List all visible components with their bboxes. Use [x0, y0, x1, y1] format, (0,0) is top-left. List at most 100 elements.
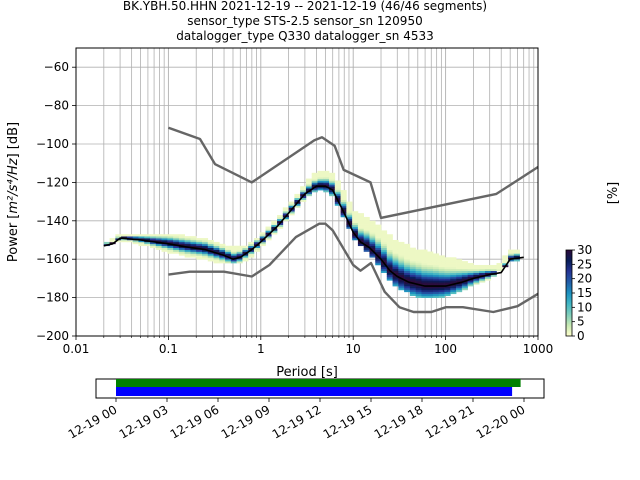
heatmap-cell [450, 284, 457, 287]
heatmap-cell [409, 286, 416, 289]
heatmap-cell [421, 253, 428, 256]
heatmap-cell [352, 232, 359, 235]
heatmap-cell [450, 266, 457, 270]
heatmap-cell [456, 266, 463, 270]
heatmap-cell [201, 245, 209, 248]
heatmap-cell [456, 272, 463, 275]
heatmap-cell [432, 289, 440, 293]
heatmap-cell [305, 186, 313, 189]
heatmap-cell [444, 293, 451, 296]
heatmap-cell [196, 251, 203, 254]
heatmap-cell [473, 270, 480, 273]
heatmap-cell [409, 270, 416, 273]
heatmap-cell [190, 245, 197, 248]
data-availability-bar [116, 379, 521, 387]
heatmap-cell [427, 261, 434, 264]
heatmap-cell [432, 284, 440, 287]
heatmap-cell [190, 238, 197, 241]
heatmap-cell [375, 232, 382, 235]
heatmap-cell [427, 289, 434, 293]
heatmap-cell [444, 274, 451, 277]
heatmap-cell [467, 263, 474, 266]
heatmap-cell [409, 284, 416, 287]
heatmap-cell [363, 226, 370, 229]
heatmap-cell [392, 284, 399, 287]
heatmap-cell [467, 264, 474, 268]
title-line-2: sensor_type STS-2.5 sensor_sn 120950 [187, 14, 422, 28]
heatmap-cell [502, 261, 509, 264]
heatmap-cell [167, 234, 174, 237]
heatmap-cell [311, 178, 318, 181]
heatmap-cell [392, 268, 399, 272]
heatmap-cell [115, 234, 122, 237]
heatmap-cell [386, 263, 393, 266]
heatmap-cell [346, 226, 353, 229]
y-axis-label-suffix: ] [dB] [6, 122, 21, 159]
heatmap-cell [352, 236, 359, 239]
heatmap-cell [404, 278, 411, 281]
heatmap-cell [456, 284, 463, 287]
heatmap-cell [386, 257, 393, 260]
heatmap-cell [432, 274, 440, 277]
heatmap-cell [513, 253, 520, 256]
heatmap-cell [271, 220, 278, 224]
heatmap-cell [415, 264, 422, 268]
heatmap-cell [496, 266, 503, 270]
heatmap-cell [161, 243, 168, 247]
heatmap-cell [444, 261, 451, 264]
heatmap-cell [438, 263, 445, 266]
heatmap-cell [317, 188, 324, 191]
heatmap-cell [242, 257, 249, 260]
heatmap-cell [167, 251, 174, 254]
heatmap-cell [415, 293, 422, 296]
heatmap-cell [311, 176, 318, 179]
heatmap-cell [409, 268, 416, 272]
heatmap-cell [190, 236, 197, 239]
heatmap-cell [432, 257, 440, 260]
heatmap-cell [432, 280, 440, 283]
heatmap-cell [415, 257, 422, 260]
heatmap-cell [363, 220, 370, 224]
heatmap-cell [381, 243, 388, 247]
heatmap-cell [196, 249, 203, 252]
heatmap-cell [444, 263, 451, 266]
heatmap-cell [404, 268, 411, 272]
heatmap-cell [329, 178, 336, 181]
heatmap-cell [375, 253, 382, 256]
heatmap-cell [392, 282, 399, 285]
y-tick-label: −80 [44, 99, 69, 113]
heatmap-cell [479, 266, 486, 270]
heatmap-cell [178, 253, 185, 256]
heatmap-cell [427, 259, 434, 262]
heatmap-cell [398, 257, 405, 260]
heatmap-cell [253, 241, 261, 245]
heatmap-cell [161, 245, 168, 248]
heatmap-cell [456, 270, 463, 273]
heatmap-cell [184, 238, 191, 241]
heatmap-cell [352, 213, 359, 216]
heatmap-cell [369, 232, 376, 235]
timeline-tick-label: 12-19 09 [219, 402, 273, 441]
heatmap-cell [201, 243, 209, 247]
heatmap-cell [288, 211, 295, 214]
heatmap-cell [421, 263, 428, 266]
heatmap-cell [484, 272, 492, 275]
heatmap-cell [294, 195, 301, 199]
heatmap-cell [184, 240, 191, 243]
heatmap-cell [323, 190, 330, 193]
heatmap-cell [225, 247, 232, 250]
heatmap-cell [438, 278, 445, 281]
heatmap-cell [196, 238, 203, 241]
heatmap-cell [404, 247, 411, 250]
heatmap-cell [369, 228, 376, 231]
heatmap-cell [225, 261, 232, 264]
heatmap-cell [196, 243, 203, 247]
heatmap-cell [392, 264, 399, 268]
heatmap-cell [438, 284, 445, 287]
heatmap-cell [456, 288, 463, 291]
heatmap-cell [115, 240, 122, 243]
heatmap-cell [404, 284, 411, 287]
heatmap-cell [375, 226, 382, 229]
heatmap-cell [404, 257, 411, 260]
heatmap-cell [450, 286, 457, 289]
